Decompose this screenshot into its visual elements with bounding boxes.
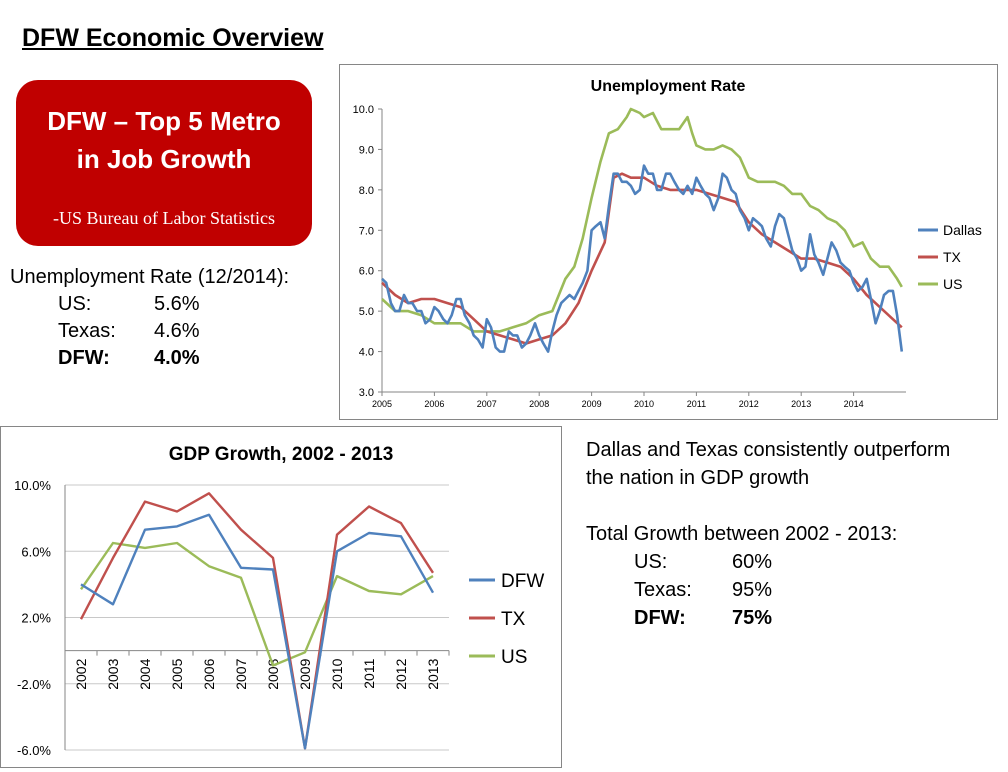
x-tick-label: 2010 (329, 658, 345, 689)
x-tick-label: 2006 (424, 399, 444, 409)
x-tick-label: 2013 (791, 399, 811, 409)
series-line-tx (79, 492, 435, 750)
legend-label-tx: TX (943, 249, 962, 265)
y-tick-label: 3.0 (359, 387, 374, 399)
chart-title: Unemployment Rate (591, 78, 746, 95)
summary-label: Texas: (58, 320, 116, 342)
page-title: DFW Economic Overview (22, 24, 324, 52)
gdp-growth-chart: GDP Growth, 2002 - 2013 -6.0% -2.0% 2.0% 6.0… (14, 444, 544, 758)
x-tick-label: 2005 (372, 399, 392, 409)
gdp-statement-line-2: the nation in GDP growth (586, 467, 810, 489)
series-line-dallas (381, 164, 904, 353)
summary-row: US: 60% (586, 548, 996, 576)
x-tick-label: 2008 (265, 658, 281, 689)
x-tick-label: 2013 (425, 658, 441, 689)
summary-row: DFW: 75% (586, 604, 996, 632)
x-tick-label: 2011 (361, 658, 377, 688)
x-tick-label: 2005 (169, 658, 185, 689)
unemployment-summary: Unemployment Rate (12/2014): US: 5.6% Te… (10, 264, 330, 372)
y-tick-label: 5.0 (359, 306, 374, 318)
summary-row: Texas: 4.6% (10, 318, 330, 345)
y-tick-label: 7.0 (359, 225, 374, 237)
y-tick-label: 6.0% (21, 544, 51, 559)
unemployment-chart-frame: Unemployment Rate 3.0 4.0 5.0 6.0 7.0 8.0 9.0 10… (339, 64, 998, 420)
x-tick-label: 2009 (582, 399, 602, 409)
y-tick-label: 9.0 (359, 144, 374, 156)
y-tick-label: 10.0% (14, 478, 51, 493)
summary-value: 75% (732, 607, 773, 629)
summary-label: US: (58, 293, 92, 315)
x-tick-label: 2012 (739, 399, 759, 409)
gdp-summary-heading: Total Growth between 2002 - 2013: (586, 523, 898, 545)
x-tick-label: 2009 (297, 658, 313, 689)
callout-line-2: in Job Growth (76, 144, 252, 174)
x-tick-label: 2003 (105, 658, 121, 689)
job-growth-callout: DFW – Top 5 Metro in Job Growth -US Bure… (16, 80, 312, 246)
summary-value: 4.0% (154, 347, 200, 369)
series-line-tx (381, 172, 903, 345)
x-tick-label: 2011 (687, 399, 706, 409)
legend-label-tx: TX (501, 609, 526, 630)
x-tick-label: 2002 (73, 658, 89, 689)
y-tick-label: 8.0 (359, 185, 374, 197)
summary-row: US: 5.6% (10, 291, 330, 318)
chart-title: GDP Growth, 2002 - 2013 (169, 444, 394, 465)
summary-label: Texas: (634, 579, 692, 601)
gdp-chart-frame: GDP Growth, 2002 - 2013 -6.0% -2.0% 2.0% 6.0… (0, 426, 562, 768)
legend-label-dallas: Dallas (943, 222, 982, 238)
summary-label: DFW: (634, 607, 686, 629)
summary-row: DFW: 4.0% (10, 345, 330, 372)
summary-value: 95% (732, 579, 773, 601)
x-tick-label: 2007 (477, 399, 497, 409)
series-line-dfw (80, 513, 435, 750)
summary-label: US: (634, 551, 668, 573)
callout-source: -US Bureau of Labor Statistics (53, 208, 275, 228)
y-tick-label: 10.0 (353, 104, 374, 116)
summary-value: 4.6% (154, 320, 200, 342)
y-tick-label: 4.0 (359, 347, 374, 359)
x-tick-label: 2012 (393, 658, 409, 689)
legend-label-dfw: DFW (501, 571, 544, 592)
series-line-us (381, 107, 903, 333)
summary-value: 5.6% (154, 293, 200, 315)
gdp-summary: Dallas and Texas consistently outperform… (586, 436, 996, 632)
x-tick-label: 2014 (844, 399, 864, 409)
series-line-us (80, 541, 434, 667)
unemployment-summary-heading: Unemployment Rate (12/2014): (10, 266, 290, 288)
x-tick-label: 2006 (201, 658, 217, 689)
summary-value: 60% (732, 551, 773, 573)
x-tick-label: 2007 (233, 658, 249, 689)
summary-row: Texas: 95% (586, 576, 996, 604)
callout-line-1: DFW – Top 5 Metro (47, 106, 281, 136)
unemployment-rate-chart: Unemployment Rate 3.0 4.0 5.0 6.0 7.0 8.0 9.0 10… (353, 78, 982, 409)
legend-label-us: US (943, 276, 962, 292)
gdp-statement-line-1: Dallas and Texas consistently outperform (586, 439, 951, 461)
y-tick-label: 2.0% (21, 611, 51, 626)
y-tick-label: -6.0% (17, 743, 51, 758)
y-tick-label: -2.0% (17, 677, 51, 692)
summary-label: DFW: (58, 347, 110, 369)
x-tick-label: 2010 (634, 399, 654, 409)
legend-label-us: US (501, 647, 527, 668)
y-tick-label: 6.0 (359, 266, 374, 278)
x-tick-label: 2004 (137, 658, 153, 689)
callout-headline: DFW – Top 5 Metro in Job Growth (16, 102, 312, 178)
x-tick-label: 2008 (529, 399, 549, 409)
